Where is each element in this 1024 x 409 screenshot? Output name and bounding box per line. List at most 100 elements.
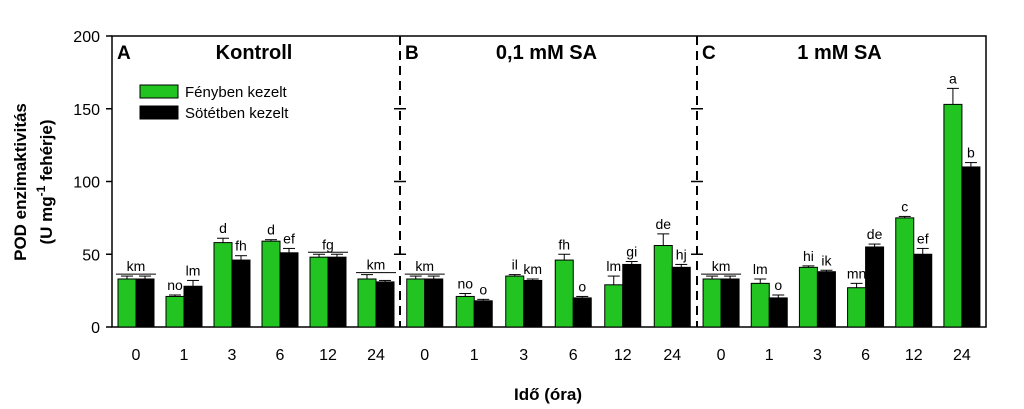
bar-A-light <box>213 242 233 328</box>
sig-letter: c <box>901 198 908 214</box>
panel-title-C: 1 mM SA <box>797 42 881 64</box>
bar-A-dark <box>231 259 251 328</box>
bar-B-dark <box>424 278 444 328</box>
bar-C-light <box>750 282 770 328</box>
bar-B-light <box>653 245 673 328</box>
bar-B-light <box>604 284 624 328</box>
sig-letter: ef <box>917 230 929 246</box>
sig-letter: fh <box>235 238 247 254</box>
panel-title-B: 0,1 mM SA <box>496 42 597 64</box>
bar-C-dark <box>720 278 740 328</box>
sig-letter: fh <box>558 236 570 252</box>
x-tick-label: 24 <box>367 347 385 364</box>
sig-letter: o <box>774 277 782 293</box>
legend-swatch-light <box>139 84 179 99</box>
sig-letter: km <box>127 258 146 274</box>
bar-A-light <box>165 295 185 328</box>
sig-letter: de <box>867 226 883 242</box>
sig-letter: km <box>712 258 731 274</box>
bar-B-dark <box>622 263 642 328</box>
bar-A-dark <box>183 285 203 328</box>
bar-B-dark <box>523 279 543 328</box>
sig-letter: d <box>267 222 275 238</box>
sig-letter: d <box>219 220 227 236</box>
x-tick-label: 6 <box>276 347 285 364</box>
x-tick-label: 0 <box>420 347 429 364</box>
x-tick-label: 12 <box>319 347 337 364</box>
sig-letter: ef <box>283 230 295 246</box>
bar-B-light <box>455 295 475 328</box>
bar-A-light <box>357 278 377 328</box>
y-tick-label: 150 <box>73 102 100 119</box>
y-tick-label: 50 <box>82 247 100 264</box>
x-tick-label: 3 <box>519 347 528 364</box>
bar-C-dark <box>816 271 836 328</box>
sig-letter: o <box>578 278 586 294</box>
legend-label-light: Fényben kezelt <box>185 84 288 101</box>
sig-letter: lm <box>753 261 768 277</box>
x-tick-label: 3 <box>228 347 237 364</box>
bar-C-light <box>895 217 915 328</box>
bar-C-light <box>943 103 963 328</box>
x-tick-label: 6 <box>569 347 578 364</box>
y-tick-label: 0 <box>91 320 100 337</box>
x-tick-label: 6 <box>861 347 870 364</box>
bar-B-dark <box>572 297 592 328</box>
sig-letter: km <box>415 258 434 274</box>
bar-C-dark <box>913 253 933 328</box>
sig-letter: fg <box>322 236 334 252</box>
x-tick-label: 3 <box>813 347 822 364</box>
x-tick-label: 1 <box>470 347 479 364</box>
bar-B-dark <box>473 300 493 328</box>
bar-B-light <box>505 275 525 328</box>
bar-A-light <box>261 240 281 328</box>
sig-letter: km <box>367 257 386 273</box>
bar-B-dark <box>671 266 691 328</box>
sig-letter: lm <box>606 258 621 274</box>
panel-letter-B: B <box>405 43 419 64</box>
x-tick-label: 12 <box>905 347 923 364</box>
bar-A-light <box>309 256 329 328</box>
sig-letter: hj <box>676 246 687 262</box>
sig-letter: b <box>967 145 975 161</box>
sig-letter: o <box>479 281 487 297</box>
legend-swatch-dark <box>139 105 179 120</box>
x-tick-label: 24 <box>663 347 681 364</box>
sig-letter: ik <box>821 252 832 268</box>
x-tick-label: 24 <box>953 347 971 364</box>
y-tick-label: 100 <box>73 175 100 192</box>
sig-letter: no <box>457 276 473 292</box>
y-axis-title-line2: (U mg-1 fehérje) <box>34 120 56 245</box>
sig-letter: no <box>167 277 183 293</box>
bar-C-light <box>702 278 722 328</box>
bar-C-dark <box>768 297 788 328</box>
legend-label-dark: Sötétben kezelt <box>185 105 289 122</box>
bar-A-dark <box>135 278 155 328</box>
sig-letter: mn <box>847 265 866 281</box>
x-tick-label: 0 <box>717 347 726 364</box>
panel-title-A: Kontroll <box>216 42 293 64</box>
x-tick-label: 1 <box>180 347 189 364</box>
bar-A-light <box>117 278 137 328</box>
x-tick-label: 0 <box>132 347 141 364</box>
sig-letter: de <box>655 216 671 232</box>
bar-C-dark <box>961 166 981 328</box>
x-axis-title: Idő (óra) <box>514 385 582 404</box>
bar-A-dark <box>327 256 347 328</box>
sig-letter: il <box>512 257 518 273</box>
bar-A-dark <box>279 252 299 328</box>
bar-A-dark <box>375 281 395 328</box>
sig-letter: a <box>949 70 957 86</box>
x-tick-label: 12 <box>614 347 632 364</box>
x-tick-label: 1 <box>765 347 774 364</box>
sig-letter: hi <box>803 248 814 264</box>
sig-letter: gi <box>626 244 637 260</box>
y-tick-label: 200 <box>73 29 100 46</box>
sig-letter: km <box>523 261 542 277</box>
panel-letter-A: A <box>117 43 131 64</box>
bar-B-light <box>406 278 426 328</box>
bar-C-light <box>847 287 867 328</box>
y-axis-title-line1: POD enzimaktivitás <box>11 103 30 261</box>
